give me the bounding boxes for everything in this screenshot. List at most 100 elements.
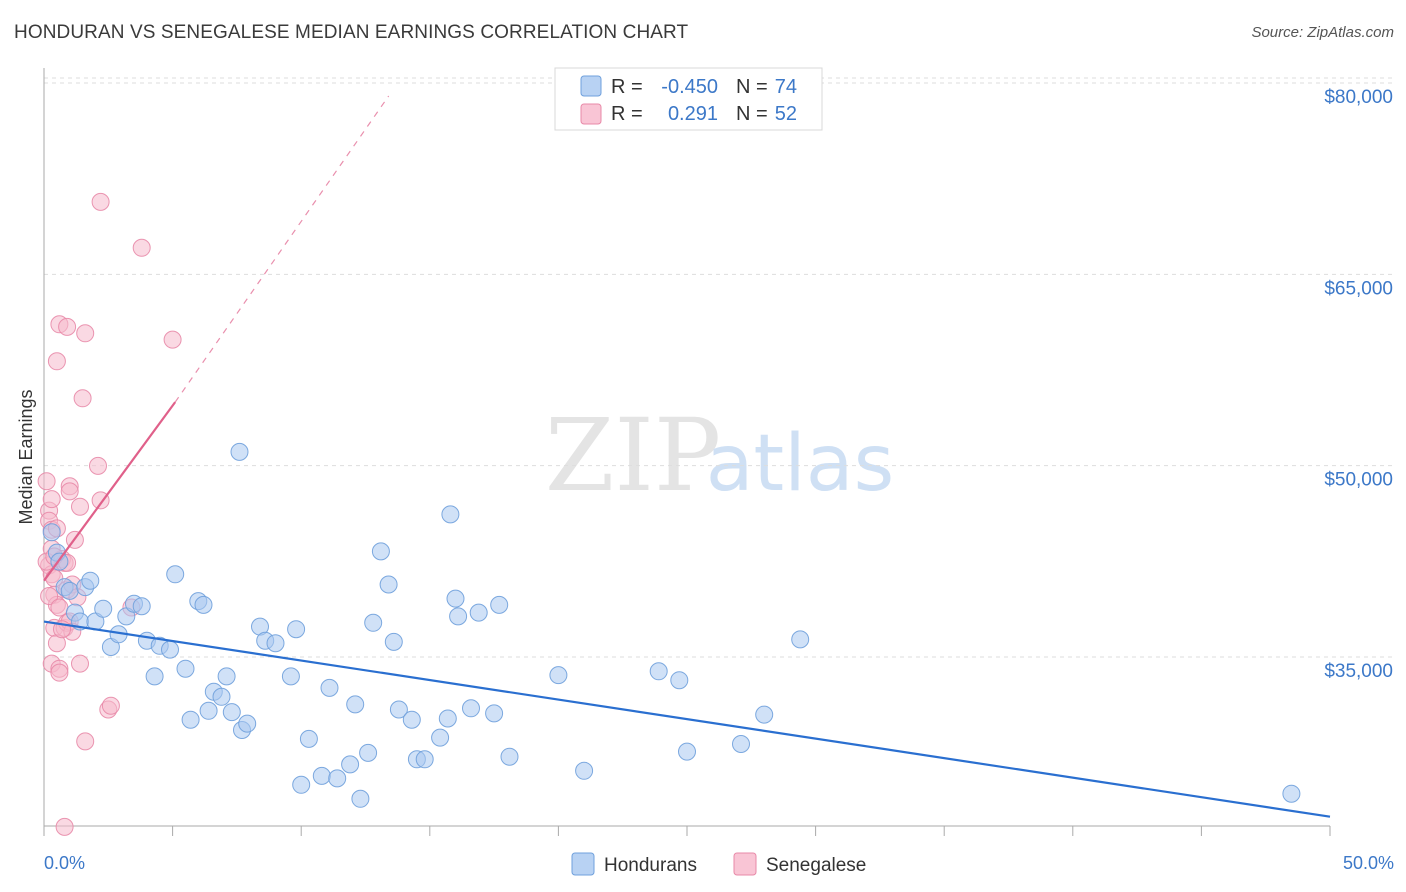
honduran-point [166, 565, 185, 584]
watermark-atlas: atlas [706, 419, 895, 509]
series-legend: Hondurans Senegalese [571, 852, 866, 876]
senegalese-point [132, 238, 151, 257]
honduran-point [287, 620, 306, 639]
legend-r-value-2: 0.291 [668, 103, 718, 125]
honduran-point [176, 659, 195, 678]
senegalese-point [50, 598, 69, 617]
honduran-point [222, 703, 241, 722]
senegalese-point [76, 732, 95, 751]
senegalese-point [50, 663, 69, 682]
honduran-point [199, 701, 218, 720]
honduran-point [266, 634, 285, 653]
chart-title: HONDURAN VS SENEGALESE MEDIAN EARNINGS C… [14, 22, 689, 43]
legend-n-label-2: N = [736, 103, 768, 125]
honduran-point [292, 775, 311, 794]
honduran-point [299, 729, 318, 748]
honduran-point [60, 581, 79, 600]
y-tick-label: $65,000 [1324, 278, 1393, 299]
series-legend-swatch-senegalese [733, 852, 757, 876]
honduran-point [379, 575, 398, 594]
series-legend-label-hondurans: Hondurans [604, 855, 697, 876]
honduran-point [364, 613, 383, 632]
senegalese-point [73, 389, 92, 408]
x-ticks [43, 826, 1331, 836]
honduran-point [351, 789, 370, 808]
series-legend-label-senegalese: Senegalese [766, 855, 866, 876]
honduran-point [1282, 784, 1301, 803]
honduran-point [359, 743, 378, 762]
senegalese-point [163, 330, 182, 349]
honduran-point [42, 523, 61, 542]
honduran-point [217, 667, 236, 686]
senegalese-points [37, 192, 182, 836]
y-tick-labels: $35,000 $50,000 $65,000 $80,000 [1324, 87, 1393, 682]
senegalese-point [37, 472, 56, 491]
honduran-point [281, 667, 300, 686]
honduran-point [161, 640, 179, 659]
senegalese-point [91, 192, 110, 211]
senegalese-trend-line [43, 401, 177, 582]
y-tick-label: $50,000 [1324, 470, 1393, 491]
senegalese-trend-extension [174, 95, 390, 403]
senegalese-point [58, 317, 77, 336]
legend-swatch-senegalese [580, 103, 602, 125]
honduran-point [469, 603, 488, 622]
honduran-point [384, 632, 403, 651]
honduran-point [389, 700, 408, 719]
senegalese-point [76, 324, 95, 343]
honduran-point [312, 766, 331, 785]
honduran-point [346, 695, 365, 714]
series-legend-swatch-hondurans [571, 852, 595, 876]
honduran-point [320, 678, 339, 697]
hondurans-points [42, 442, 1301, 808]
senegalese-point [89, 456, 107, 475]
honduran-point [230, 442, 249, 461]
honduran-point [438, 709, 457, 728]
grid-lines [44, 77, 1394, 658]
honduran-point [791, 630, 810, 649]
honduran-point [328, 769, 347, 788]
trend-lines [43, 95, 1331, 818]
source-label: Source: ZipAtlas.com [1251, 24, 1394, 41]
honduran-point [402, 710, 421, 729]
senegalese-point [55, 817, 74, 836]
honduran-point [490, 595, 509, 614]
honduran-point [415, 750, 434, 769]
honduran-point [485, 704, 504, 723]
senegalese-point [101, 696, 120, 715]
honduran-point [462, 699, 480, 718]
y-axis-label: Median Earnings [16, 389, 36, 524]
watermark-zip: ZIP [545, 397, 721, 514]
hondurans-trend-line [43, 620, 1331, 818]
legend-swatch-hondurans [580, 75, 602, 97]
senegalese-point [40, 587, 59, 605]
senegalese-point [71, 497, 89, 516]
honduran-point [549, 666, 568, 685]
senegalese-point [71, 654, 89, 673]
stats-legend: R = -0.450 N = 74 R = 0.291 N = 52 [554, 67, 823, 131]
senegalese-point [42, 490, 61, 509]
honduran-point [446, 589, 465, 608]
y-tick-label: $80,000 [1324, 87, 1393, 108]
honduran-point [341, 755, 360, 774]
honduran-point [94, 599, 113, 618]
honduran-point [670, 671, 689, 690]
legend-n-value-1: 74 [775, 76, 797, 98]
honduran-point [431, 728, 450, 747]
honduran-point [441, 505, 460, 524]
x-tick-label-start: 0.0% [44, 853, 85, 873]
honduran-point [132, 597, 151, 616]
honduran-point [81, 571, 100, 590]
legend-r-label-2: R = [611, 103, 643, 125]
x-tick-label-end: 50.0% [1343, 853, 1394, 873]
honduran-point [575, 761, 594, 780]
honduran-point [181, 710, 200, 729]
y-tick-label: $35,000 [1324, 661, 1393, 682]
honduran-point [649, 662, 668, 681]
legend-r-value-1: -0.450 [661, 76, 718, 98]
honduran-point [238, 714, 257, 733]
honduran-point [500, 747, 519, 766]
honduran-point [371, 542, 390, 561]
honduran-point [449, 607, 468, 626]
